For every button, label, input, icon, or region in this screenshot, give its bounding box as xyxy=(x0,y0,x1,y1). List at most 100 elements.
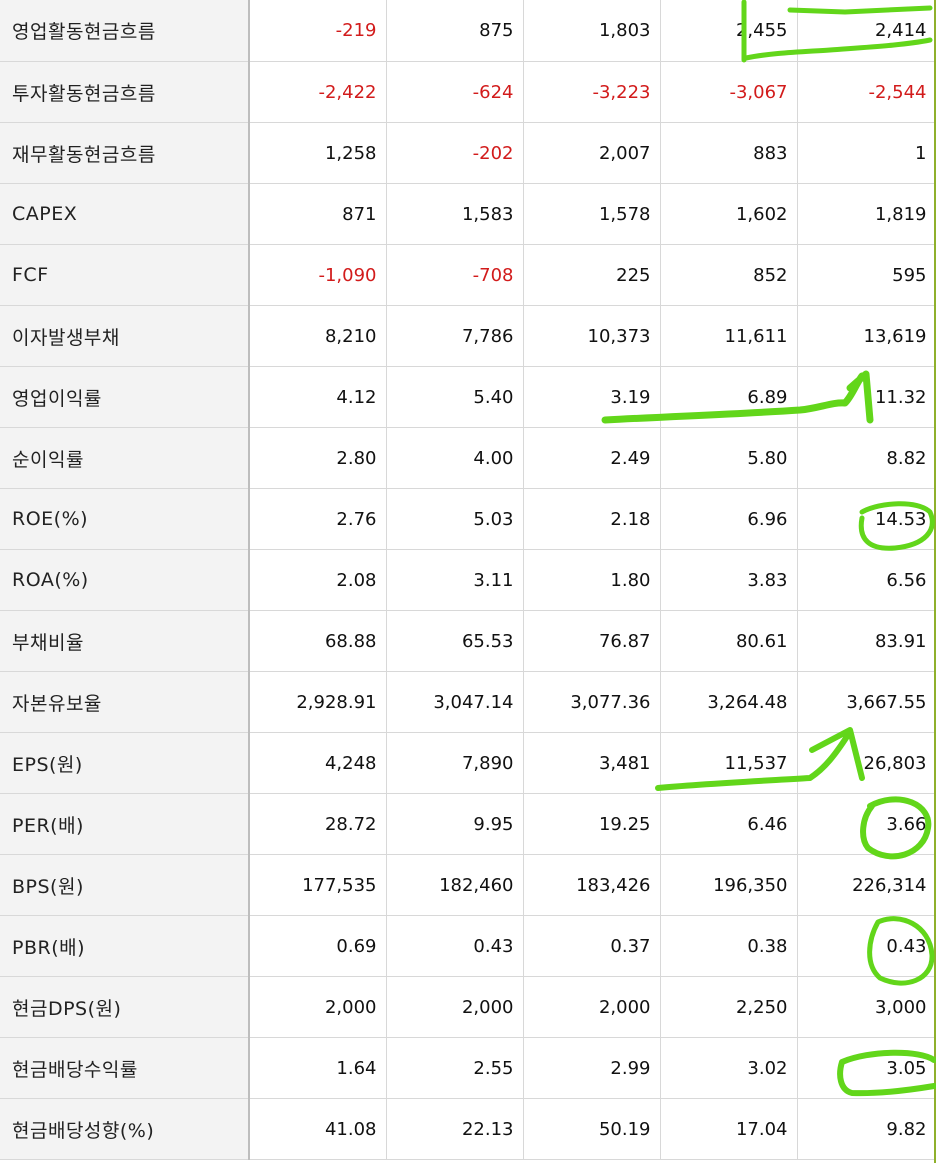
value-cell: -3,067 xyxy=(660,61,798,123)
value-cell: 19.25 xyxy=(523,793,661,855)
table-row: PBR(배) 0.69 0.43 0.37 0.38 0.43 xyxy=(0,915,936,977)
row-label: 영업이익률 xyxy=(0,366,250,428)
value-cell: 13,619 xyxy=(797,305,936,367)
row-label: 재무활동현금흐름 xyxy=(0,122,250,184)
value-cell: 11,537 xyxy=(660,732,798,794)
value-cell: 1.64 xyxy=(249,1037,387,1099)
value-cell: 3.83 xyxy=(660,549,798,611)
value-cell: 2.80 xyxy=(249,427,387,489)
value-cell: 6.56 xyxy=(797,549,936,611)
value-cell: 3,667.55 xyxy=(797,671,936,733)
table-row: 부채비율 68.88 65.53 76.87 80.61 83.91 xyxy=(0,610,936,672)
value-cell: -202 xyxy=(386,122,524,184)
value-cell: 4,248 xyxy=(249,732,387,794)
value-cell: 2.49 xyxy=(523,427,661,489)
value-cell: 871 xyxy=(249,183,387,245)
value-cell: 3,264.48 xyxy=(660,671,798,733)
value-cell: 83.91 xyxy=(797,610,936,672)
row-label: PBR(배) xyxy=(0,915,250,977)
value-cell: 2,000 xyxy=(249,976,387,1038)
table-row: ROA(%) 2.08 3.11 1.80 3.83 6.56 xyxy=(0,549,936,611)
value-cell: 5.03 xyxy=(386,488,524,550)
row-label: 순이익률 xyxy=(0,427,250,489)
value-cell: 2,000 xyxy=(523,976,661,1038)
value-cell: 2.99 xyxy=(523,1037,661,1099)
value-cell: 1,819 xyxy=(797,183,936,245)
row-label: BPS(원) xyxy=(0,854,250,916)
table-row: BPS(원) 177,535 182,460 183,426 196,350 226,31… xyxy=(0,854,936,916)
value-cell: 2.18 xyxy=(523,488,661,550)
value-cell: 26,803 xyxy=(797,732,936,794)
value-cell: -219 xyxy=(249,0,387,62)
value-cell: 3,000 xyxy=(797,976,936,1038)
value-cell: 3,481 xyxy=(523,732,661,794)
table-row: EPS(원) 4,248 7,890 3,481 11,537 26,803 xyxy=(0,732,936,794)
value-cell: 0.43 xyxy=(386,915,524,977)
value-cell: 226,314 xyxy=(797,854,936,916)
value-cell: 6.89 xyxy=(660,366,798,428)
table-row: 투자활동현금흐름 -2,422 -624 -3,223 -3,067 -2,544 xyxy=(0,61,936,123)
table-row: CAPEX 871 1,583 1,578 1,602 1,819 xyxy=(0,183,936,245)
value-cell: 0.69 xyxy=(249,915,387,977)
value-cell: 2,455 xyxy=(660,0,798,62)
row-label: 영업활동현금흐름 xyxy=(0,0,250,62)
value-cell: 22.13 xyxy=(386,1098,524,1160)
row-label: 투자활동현금흐름 xyxy=(0,61,250,123)
value-cell: -624 xyxy=(386,61,524,123)
value-cell: 3,077.36 xyxy=(523,671,661,733)
value-cell: -708 xyxy=(386,244,524,306)
value-cell: 11,611 xyxy=(660,305,798,367)
table-row: ROE(%) 2.76 5.03 2.18 6.96 14.53 xyxy=(0,488,936,550)
table-row: 이자발생부채 8,210 7,786 10,373 11,611 13,619 xyxy=(0,305,936,367)
value-cell: 883 xyxy=(660,122,798,184)
value-cell: 2.76 xyxy=(249,488,387,550)
value-cell: 65.53 xyxy=(386,610,524,672)
value-cell: -3,223 xyxy=(523,61,661,123)
value-cell: 14.53 xyxy=(797,488,936,550)
value-cell: 3.66 xyxy=(797,793,936,855)
value-cell: 8.82 xyxy=(797,427,936,489)
value-cell: 4.12 xyxy=(249,366,387,428)
value-cell: 177,535 xyxy=(249,854,387,916)
value-cell: 7,786 xyxy=(386,305,524,367)
row-label: FCF xyxy=(0,244,250,306)
value-cell: 5.80 xyxy=(660,427,798,489)
value-cell: 10,373 xyxy=(523,305,661,367)
value-cell: 2.08 xyxy=(249,549,387,611)
table-row: 영업이익률 4.12 5.40 3.19 6.89 11.32 xyxy=(0,366,936,428)
value-cell: 80.61 xyxy=(660,610,798,672)
table-row: 현금배당수익률 1.64 2.55 2.99 3.02 3.05 xyxy=(0,1037,936,1099)
row-label: 현금배당수익률 xyxy=(0,1037,250,1099)
value-cell: 2,250 xyxy=(660,976,798,1038)
table-row: 자본유보율 2,928.91 3,047.14 3,077.36 3,264.48 3,6… xyxy=(0,671,936,733)
value-cell: 0.38 xyxy=(660,915,798,977)
value-cell: 1.80 xyxy=(523,549,661,611)
value-cell: 0.37 xyxy=(523,915,661,977)
value-cell: 1,602 xyxy=(660,183,798,245)
table-row: 현금DPS(원) 2,000 2,000 2,000 2,250 3,000 xyxy=(0,976,936,1038)
value-cell: 9.82 xyxy=(797,1098,936,1160)
value-cell: 6.96 xyxy=(660,488,798,550)
row-label: EPS(원) xyxy=(0,732,250,794)
value-cell: 182,460 xyxy=(386,854,524,916)
value-cell: 183,426 xyxy=(523,854,661,916)
value-cell: 2,414 xyxy=(797,0,936,62)
value-cell: 1,583 xyxy=(386,183,524,245)
value-cell: 196,350 xyxy=(660,854,798,916)
value-cell: 6.46 xyxy=(660,793,798,855)
row-label: 자본유보율 xyxy=(0,671,250,733)
value-cell: 3.11 xyxy=(386,549,524,611)
row-label: 현금DPS(원) xyxy=(0,976,250,1038)
value-cell: 3.02 xyxy=(660,1037,798,1099)
value-cell: 8,210 xyxy=(249,305,387,367)
table-row: PER(배) 28.72 9.95 19.25 6.46 3.66 xyxy=(0,793,936,855)
value-cell: -1,090 xyxy=(249,244,387,306)
value-cell: 7,890 xyxy=(386,732,524,794)
value-cell: -2,544 xyxy=(797,61,936,123)
value-cell: 11.32 xyxy=(797,366,936,428)
value-cell: 875 xyxy=(386,0,524,62)
value-cell: 225 xyxy=(523,244,661,306)
value-cell: 28.72 xyxy=(249,793,387,855)
